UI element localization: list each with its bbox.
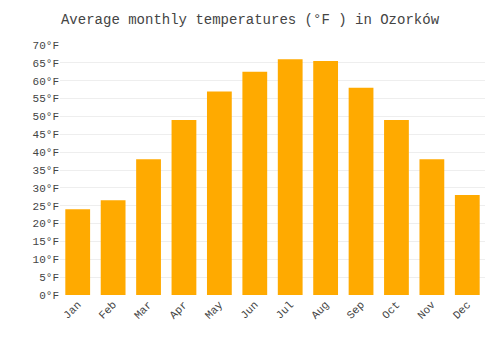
svg-text:70°F: 70°F (33, 40, 59, 52)
svg-text:30°F: 30°F (33, 183, 59, 195)
svg-text:10°F: 10°F (33, 254, 59, 266)
svg-text:Jan: Jan (61, 299, 83, 321)
svg-text:Feb: Feb (97, 299, 119, 321)
svg-text:20°F: 20°F (33, 218, 59, 230)
svg-text:25°F: 25°F (33, 201, 59, 213)
svg-text:Mar: Mar (132, 299, 154, 321)
svg-text:Apr: Apr (167, 299, 189, 321)
svg-text:Average monthly temperatures (: Average monthly temperatures (°F ) in Oz… (61, 12, 440, 28)
svg-text:Jun: Jun (238, 299, 260, 321)
svg-text:Aug: Aug (309, 299, 331, 321)
svg-text:40°F: 40°F (33, 147, 59, 159)
svg-text:65°F: 65°F (33, 58, 59, 70)
svg-text:55°F: 55°F (33, 93, 59, 105)
svg-text:Oct: Oct (380, 299, 402, 321)
svg-text:0°F: 0°F (39, 290, 59, 302)
svg-text:Jul: Jul (274, 299, 296, 321)
svg-text:Nov: Nov (415, 299, 438, 322)
svg-text:Sep: Sep (345, 299, 367, 321)
svg-text:Dec: Dec (451, 299, 473, 321)
svg-text:35°F: 35°F (33, 165, 59, 177)
svg-text:45°F: 45°F (33, 129, 59, 141)
svg-text:15°F: 15°F (33, 236, 59, 248)
svg-text:May: May (203, 299, 226, 322)
svg-text:50°F: 50°F (33, 111, 59, 123)
svg-text:5°F: 5°F (39, 272, 59, 284)
svg-text:60°F: 60°F (33, 76, 59, 88)
